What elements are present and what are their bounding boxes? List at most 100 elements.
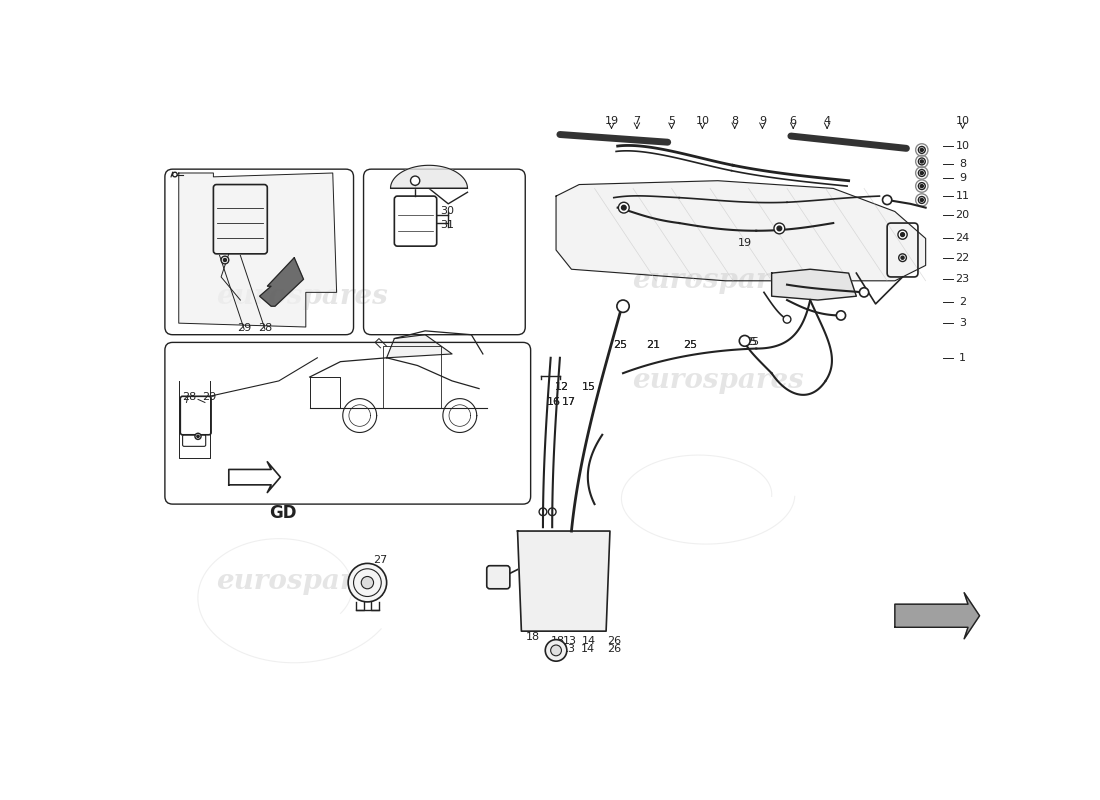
Text: 28: 28 <box>257 323 272 333</box>
Text: 24: 24 <box>956 234 970 243</box>
Polygon shape <box>390 166 468 188</box>
Text: 18: 18 <box>526 631 540 642</box>
Text: 4: 4 <box>824 116 830 126</box>
Text: 11: 11 <box>956 191 969 201</box>
Text: 9: 9 <box>959 174 966 183</box>
Text: 10: 10 <box>695 116 710 126</box>
Text: 17: 17 <box>562 398 576 407</box>
Text: 25: 25 <box>683 340 697 350</box>
Circle shape <box>774 223 784 234</box>
Circle shape <box>551 645 561 656</box>
Text: 9: 9 <box>759 116 766 126</box>
Circle shape <box>921 171 923 174</box>
Circle shape <box>921 198 923 202</box>
Circle shape <box>921 185 923 188</box>
Text: 14: 14 <box>581 644 595 654</box>
Polygon shape <box>772 270 856 300</box>
Circle shape <box>921 148 923 151</box>
Text: 10: 10 <box>956 141 969 151</box>
Text: 8: 8 <box>959 158 966 169</box>
Text: 25: 25 <box>613 340 627 350</box>
Text: GD: GD <box>270 504 297 522</box>
Polygon shape <box>229 462 280 493</box>
Text: 13: 13 <box>562 644 576 654</box>
Text: 27: 27 <box>372 588 386 598</box>
Text: 20: 20 <box>956 210 970 220</box>
Circle shape <box>348 563 387 602</box>
Circle shape <box>195 434 201 439</box>
Circle shape <box>882 195 892 205</box>
Circle shape <box>859 288 869 297</box>
Text: 31: 31 <box>440 219 454 230</box>
Text: 8: 8 <box>732 116 738 126</box>
Text: 25: 25 <box>746 337 759 346</box>
Text: eurospares: eurospares <box>216 568 388 594</box>
Text: 12: 12 <box>556 382 570 392</box>
Text: 15: 15 <box>582 382 596 392</box>
Text: 26: 26 <box>607 636 620 646</box>
Circle shape <box>621 206 626 210</box>
Polygon shape <box>895 593 980 639</box>
Text: 10: 10 <box>956 116 969 126</box>
Text: 15: 15 <box>582 382 596 392</box>
Circle shape <box>839 314 843 318</box>
Polygon shape <box>517 531 609 631</box>
Text: 22: 22 <box>956 253 970 262</box>
Text: 7: 7 <box>634 116 640 126</box>
Text: 16: 16 <box>547 398 561 407</box>
Circle shape <box>918 182 925 190</box>
Circle shape <box>173 172 177 177</box>
Text: eurospares: eurospares <box>631 367 804 394</box>
Circle shape <box>618 202 629 213</box>
Text: 19: 19 <box>738 238 751 249</box>
Text: 23: 23 <box>956 274 970 284</box>
Polygon shape <box>556 181 926 281</box>
Circle shape <box>886 198 889 202</box>
Text: 14: 14 <box>582 636 596 646</box>
Text: 25: 25 <box>683 340 697 350</box>
Circle shape <box>617 300 629 312</box>
Polygon shape <box>260 258 304 306</box>
Text: 16: 16 <box>547 398 561 407</box>
Text: 1: 1 <box>959 353 966 363</box>
Text: eurospares: eurospares <box>216 282 388 310</box>
Text: 21: 21 <box>646 340 660 350</box>
Circle shape <box>361 577 374 589</box>
Circle shape <box>223 258 227 262</box>
Circle shape <box>777 226 782 230</box>
Circle shape <box>901 233 904 237</box>
Text: 25: 25 <box>613 340 627 350</box>
Circle shape <box>783 315 791 323</box>
Text: 18: 18 <box>551 636 565 646</box>
Polygon shape <box>178 173 337 327</box>
Circle shape <box>918 170 925 177</box>
Text: 27: 27 <box>374 554 388 565</box>
Text: 18: 18 <box>526 566 540 576</box>
Circle shape <box>546 640 566 661</box>
Circle shape <box>197 435 199 438</box>
Circle shape <box>862 290 866 294</box>
Circle shape <box>410 176 420 186</box>
Circle shape <box>353 569 382 597</box>
Text: eurospares: eurospares <box>631 267 804 294</box>
Circle shape <box>918 197 925 203</box>
Text: 2: 2 <box>959 298 966 307</box>
Text: 17: 17 <box>562 398 576 407</box>
Circle shape <box>918 158 925 165</box>
Text: 21: 21 <box>646 340 660 350</box>
Text: 29: 29 <box>238 323 251 333</box>
Text: 6: 6 <box>790 116 796 126</box>
Circle shape <box>921 160 923 163</box>
Circle shape <box>221 256 229 264</box>
Text: 26: 26 <box>607 644 621 654</box>
Text: 13: 13 <box>563 636 576 646</box>
FancyBboxPatch shape <box>486 566 510 589</box>
Circle shape <box>898 230 907 239</box>
Text: 25: 25 <box>742 337 757 346</box>
Text: 12: 12 <box>556 382 570 392</box>
Circle shape <box>918 146 925 154</box>
Text: 28: 28 <box>183 393 197 402</box>
Circle shape <box>548 508 557 516</box>
Circle shape <box>785 318 789 321</box>
Polygon shape <box>387 334 452 358</box>
